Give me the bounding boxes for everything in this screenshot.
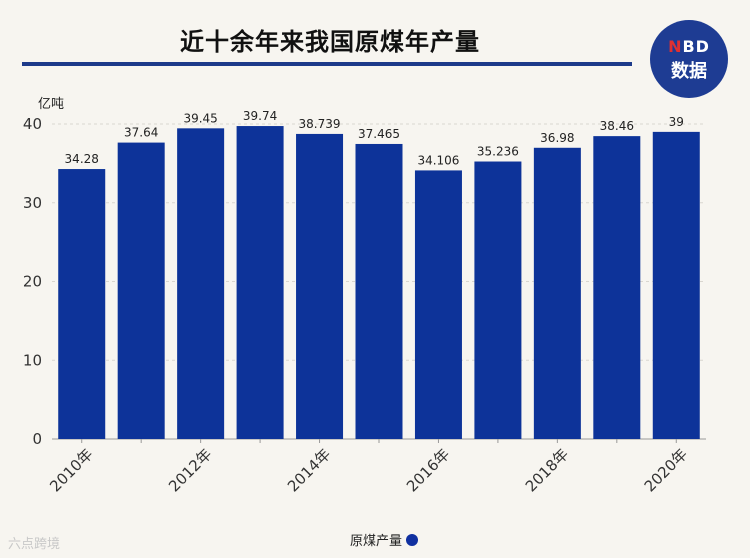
nbd-logo: NBD 数据 bbox=[650, 20, 728, 98]
data-label: 38.46 bbox=[600, 119, 634, 133]
logo-line2: 数据 bbox=[671, 61, 707, 82]
x-tick-label: 2010年 bbox=[46, 445, 96, 495]
data-label: 37.64 bbox=[124, 126, 158, 140]
data-label: 39 bbox=[669, 115, 684, 129]
bar bbox=[58, 169, 106, 440]
bar bbox=[296, 133, 344, 440]
logo-letters: BD bbox=[682, 37, 710, 56]
bar bbox=[474, 161, 522, 440]
data-label: 34.28 bbox=[65, 152, 99, 166]
legend-label: 原煤产量 bbox=[350, 534, 403, 549]
logo-line1: NBD bbox=[650, 37, 728, 56]
data-label: 34.106 bbox=[417, 153, 459, 167]
bar bbox=[236, 126, 284, 440]
y-tick-label: 10 bbox=[23, 351, 42, 369]
y-tick-label: 40 bbox=[23, 115, 42, 133]
data-label: 38.739 bbox=[299, 117, 341, 131]
data-label: 36.98 bbox=[540, 131, 574, 145]
data-label: 39.74 bbox=[243, 109, 277, 123]
x-tick-label: 2016年 bbox=[403, 445, 453, 495]
watermark: 六点跨境 bbox=[8, 537, 61, 552]
bar bbox=[177, 128, 225, 440]
y-axis-unit: 亿吨 bbox=[38, 97, 64, 112]
bar bbox=[414, 170, 462, 439]
y-tick-label: 30 bbox=[23, 194, 42, 212]
bar bbox=[355, 143, 403, 439]
y-tick-label: 0 bbox=[32, 430, 42, 448]
legend: 原煤产量 bbox=[350, 530, 419, 549]
bar bbox=[593, 136, 641, 439]
y-tick-label: 20 bbox=[23, 273, 42, 291]
x-tick-label: 2012年 bbox=[165, 445, 215, 495]
x-tick-label: 2018年 bbox=[522, 445, 572, 495]
bar bbox=[652, 131, 700, 439]
logo-red-letter: N bbox=[668, 37, 683, 56]
x-tick-label: 2014年 bbox=[284, 445, 334, 495]
data-label: 39.45 bbox=[183, 111, 217, 125]
legend-swatch bbox=[406, 534, 419, 546]
title-underline bbox=[22, 62, 632, 66]
bar bbox=[533, 147, 581, 439]
data-label: 35.236 bbox=[477, 145, 519, 159]
chart-title: 近十余年来我国原煤年产量 bbox=[180, 28, 480, 56]
bar bbox=[117, 142, 165, 439]
data-label: 37.465 bbox=[358, 127, 400, 141]
x-tick-label: 2020年 bbox=[641, 445, 691, 495]
